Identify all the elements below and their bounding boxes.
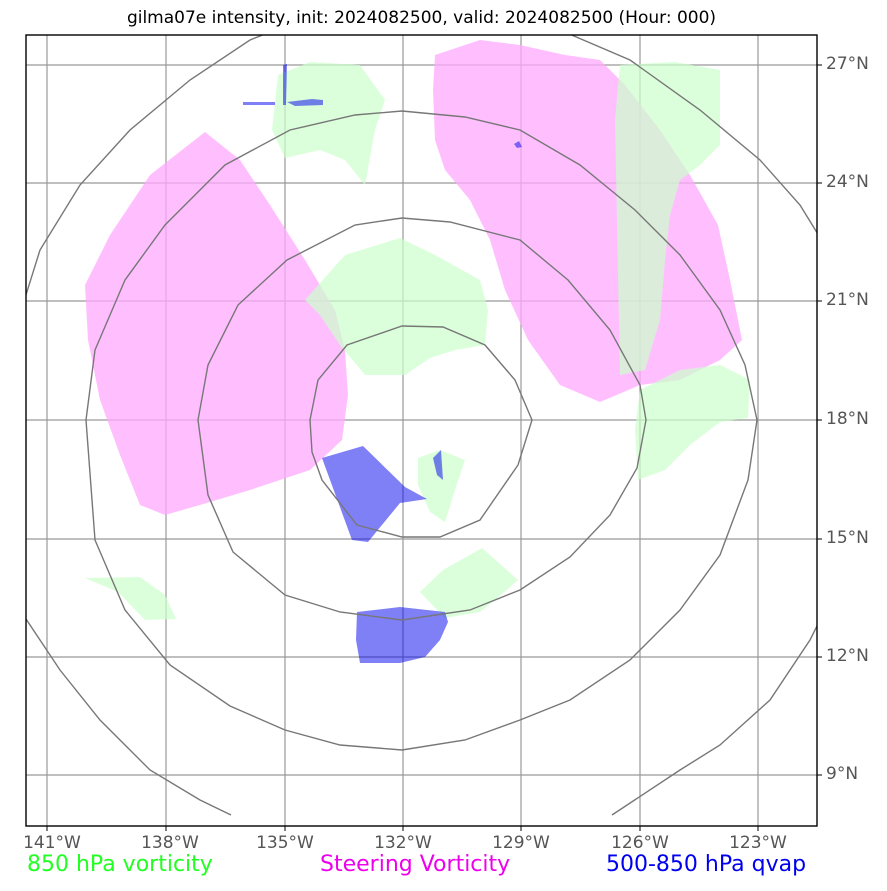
legend-steering-vorticity: Steering Vorticity <box>320 852 511 877</box>
legend-vorticity-850: 850 hPa vorticity <box>27 852 213 877</box>
vorticity-850-south <box>420 548 518 618</box>
vorticity-850-center <box>305 238 488 375</box>
lon-label-138w: 138°W <box>141 833 199 853</box>
qvap-north-4 <box>514 141 522 148</box>
qvap-south <box>356 607 448 663</box>
qvap-layer <box>243 64 522 663</box>
map-frame <box>25 34 818 827</box>
qvap-north-2 <box>287 99 323 106</box>
lat-label-24n: 24°N <box>826 172 869 192</box>
steering-vorticity-west <box>85 132 348 515</box>
vorticity-850-layer <box>85 62 750 620</box>
lat-label-15n: 15°N <box>826 528 869 548</box>
range-rings <box>26 35 817 816</box>
axis-ticks <box>46 64 822 831</box>
lat-label-12n: 12°N <box>826 646 869 666</box>
qvap-north-1 <box>283 64 287 105</box>
lon-label-132w: 132°W <box>374 833 432 853</box>
steering-vorticity-east <box>433 40 742 402</box>
vorticity-850-north <box>272 62 385 185</box>
vorticity-850-center-south <box>418 450 465 522</box>
steering-vorticity-layer <box>85 40 742 515</box>
vorticity-850-northeast <box>615 62 720 375</box>
legend-qvap: 500-850 hPa qvap <box>606 852 807 877</box>
lat-label-27n: 27°N <box>826 54 869 74</box>
lon-label-141w: 141°W <box>23 833 81 853</box>
qvap-main <box>322 446 427 542</box>
lat-label-18n: 18°N <box>826 409 869 429</box>
vorticity-850-southwest <box>85 577 176 620</box>
lat-label-21n: 21°N <box>826 290 869 310</box>
lon-label-126w: 126°W <box>611 833 669 853</box>
lon-label-135w: 135°W <box>256 833 314 853</box>
qvap-north-3 <box>243 102 275 105</box>
lon-label-123w: 123°W <box>729 833 787 853</box>
lat-label-9n: 9°N <box>826 764 859 784</box>
vorticity-850-east <box>635 365 750 480</box>
lon-label-129w: 129°W <box>492 833 550 853</box>
qvap-small <box>433 450 443 480</box>
map-title: gilma07e intensity, init: 2024082500, va… <box>126 8 717 28</box>
